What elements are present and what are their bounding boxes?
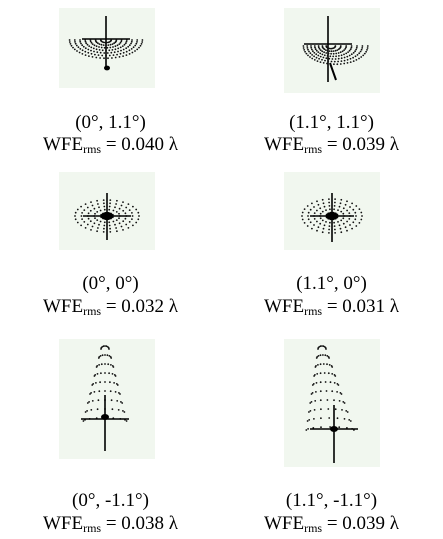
field-coordinate: (0°, 1.1°)	[75, 112, 146, 133]
wfe-rms-label: WFErms = 0.031 λ	[221, 296, 442, 318]
wfe-value: = 0.040 λ	[105, 134, 179, 155]
wfe-value: = 0.031 λ	[326, 296, 400, 317]
wfe-prefix: WFE	[263, 296, 305, 317]
field-coordinate: (0°, -1.1°)	[72, 490, 149, 511]
wfe-value: = 0.032 λ	[105, 296, 179, 317]
field-coordinate: (1.1°, 0°)	[296, 273, 367, 294]
spot-diagram-cell-4: (0°, -1.1°) WFErms = 0.038 λ	[0, 335, 221, 534]
spot-diagram-cell-1: (1.1°, 1.1°) WFErms = 0.039 λ	[221, 0, 442, 170]
field-coordinate: (1.1°, -1.1°)	[285, 490, 378, 511]
wfe-value: = 0.038 λ	[105, 513, 179, 534]
wfe-subscript: rms	[83, 142, 102, 156]
wfe-rms-label: WFErms = 0.039 λ	[221, 134, 442, 156]
spot-diagram-thumbnail	[59, 8, 155, 88]
spot-diagram-cell-5: (1.1°, -1.1°) WFErms = 0.039 λ	[221, 335, 442, 534]
spot-diagram-cell-0: (0°, 1.1°) WFErms = 0.040 λ	[0, 0, 221, 170]
wfe-value: = 0.039 λ	[326, 134, 400, 155]
spot-diagram	[74, 193, 140, 240]
wfe-prefix: WFE	[263, 134, 305, 155]
wfe-prefix: WFE	[263, 513, 305, 534]
spot-diagram	[81, 345, 129, 451]
spot-diagram-thumbnail	[284, 339, 380, 467]
wfe-subscript: rms	[304, 521, 323, 535]
field-coordinate: (0°, 0°)	[82, 273, 139, 294]
spot-diagram-cell-3: (1.1°, 0°) WFErms = 0.031 λ	[221, 170, 442, 340]
wfe-subscript: rms	[304, 304, 323, 318]
spot-core	[104, 65, 110, 71]
spot-diagram-thumbnail	[284, 172, 380, 250]
wfe-rms-label: WFErms = 0.039 λ	[221, 513, 442, 535]
wfe-subscript: rms	[83, 521, 102, 535]
wfe-rms-label: WFErms = 0.032 λ	[0, 296, 221, 318]
spot-core	[101, 414, 109, 420]
spot-diagram	[301, 193, 363, 242]
wfe-subscript: rms	[304, 142, 323, 156]
spot-diagram-thumbnail	[284, 8, 380, 93]
wfe-subscript: rms	[83, 304, 102, 318]
spot-diagram	[68, 16, 144, 71]
spot-diagram	[305, 345, 358, 463]
wfe-value: = 0.039 λ	[326, 513, 400, 534]
wfe-rms-label: WFErms = 0.040 λ	[0, 134, 221, 156]
field-coordinate: (1.1°, 1.1°)	[289, 112, 374, 133]
spot-diagram	[302, 16, 369, 82]
wfe-prefix: WFE	[42, 134, 84, 155]
wfe-prefix: WFE	[42, 296, 84, 317]
spot-diagram-thumbnail	[59, 172, 155, 250]
spot-core	[330, 426, 338, 432]
spot-diagram-thumbnail	[59, 339, 155, 459]
spot-diagram-cell-2: (0°, 0°) WFErms = 0.032 λ	[0, 170, 221, 340]
wfe-prefix: WFE	[42, 513, 84, 534]
wfe-rms-label: WFErms = 0.038 λ	[0, 513, 221, 535]
spot-tail	[329, 62, 337, 81]
